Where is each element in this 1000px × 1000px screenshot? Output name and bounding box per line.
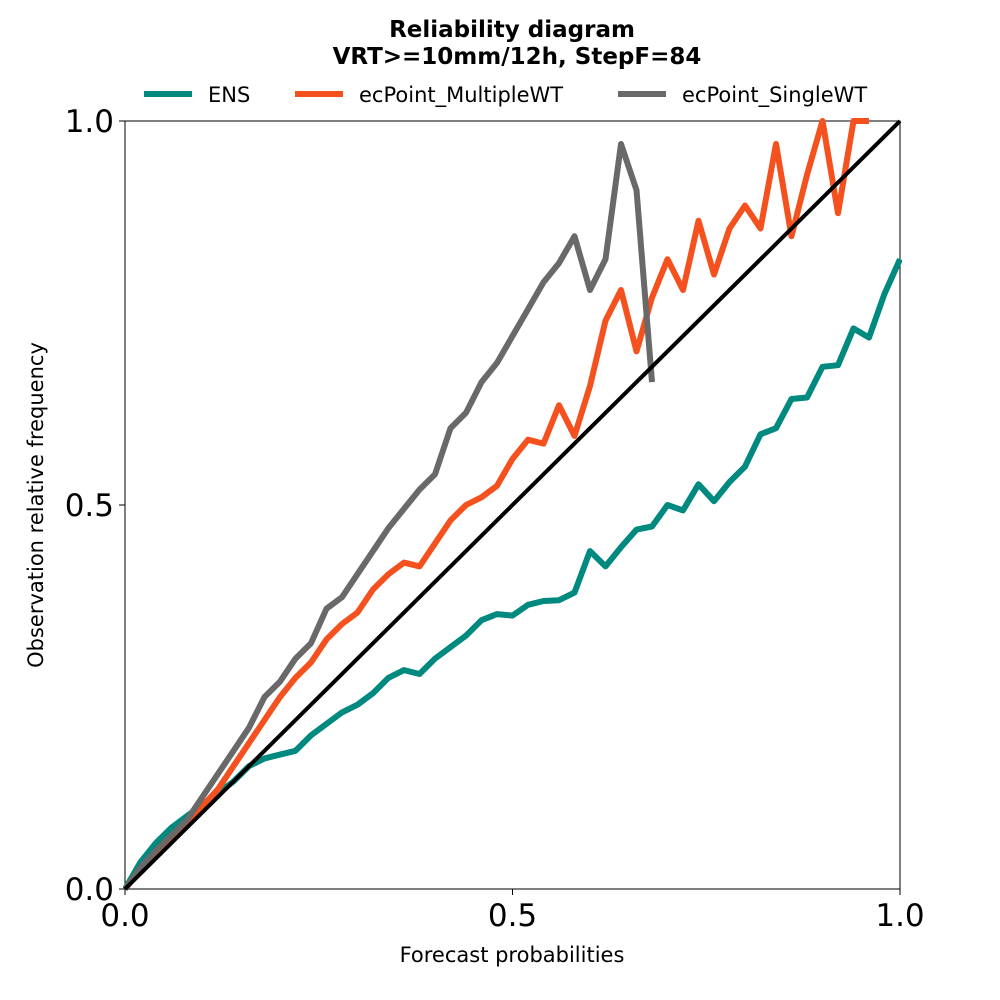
chart-subtitle: VRT>=10mm/12h, StepF=84 — [333, 44, 702, 70]
chart-title: Reliability diagram — [389, 17, 635, 43]
diagonal-reference-line — [123, 119, 902, 891]
legend-label: ENS — [208, 83, 250, 107]
legend-item-ens: ENS — [144, 83, 250, 107]
legend: ENS ecPoint_MultipleWT ecPoint_SingleWT — [144, 83, 867, 108]
x-axis-label: Forecast probabilities — [400, 943, 625, 967]
series-line-ecpoint-multiplewt — [123, 118, 869, 891]
y-tick-label: 1.0 — [65, 104, 114, 140]
y-axis-label: Observation relative frequency — [24, 342, 48, 668]
legend-label: ecPoint_SingleWT — [682, 83, 867, 108]
x-tick-label: 1.0 — [875, 898, 924, 934]
series-line-ecpoint-singlewt — [123, 141, 655, 891]
series-layer — [123, 118, 902, 891]
legend-label: ecPoint_MultipleWT — [359, 83, 563, 108]
x-tick-label: 0.0 — [100, 898, 149, 934]
y-tick-label: 0.5 — [65, 488, 114, 524]
legend-item-ecpoint-multiplewt: ecPoint_MultipleWT — [295, 83, 563, 108]
x-tick-label: 0.5 — [488, 898, 537, 934]
legend-item-ecpoint-singlewt: ecPoint_SingleWT — [618, 83, 867, 108]
y-tick-label: 0.0 — [65, 872, 114, 908]
y-axis-ticks: 0.0 0.5 1.0 — [65, 104, 125, 908]
x-axis-ticks: 0.0 0.5 1.0 — [100, 889, 925, 934]
